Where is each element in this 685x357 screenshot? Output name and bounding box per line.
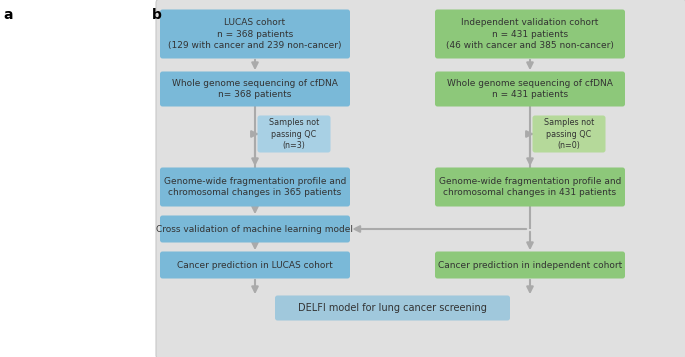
FancyBboxPatch shape: [435, 251, 625, 278]
Text: Genome-wide fragmentation profile and
chromosomal changes in 365 patients: Genome-wide fragmentation profile and ch…: [164, 177, 346, 197]
FancyBboxPatch shape: [435, 71, 625, 106]
FancyBboxPatch shape: [435, 167, 625, 206]
FancyBboxPatch shape: [435, 10, 625, 59]
Text: Samples not
passing QC
(n=3): Samples not passing QC (n=3): [269, 119, 319, 150]
Text: Independent validation cohort
n = 431 patients
(46 with cancer and 385 non-cance: Independent validation cohort n = 431 pa…: [446, 19, 614, 50]
Text: b: b: [152, 8, 162, 22]
FancyBboxPatch shape: [258, 116, 330, 152]
FancyBboxPatch shape: [160, 251, 350, 278]
FancyBboxPatch shape: [532, 116, 606, 152]
Text: Cross validation of machine learning model: Cross validation of machine learning mod…: [156, 225, 353, 233]
Text: Samples not
passing QC
(n=0): Samples not passing QC (n=0): [544, 119, 594, 150]
FancyBboxPatch shape: [160, 10, 350, 59]
FancyBboxPatch shape: [156, 0, 685, 357]
FancyBboxPatch shape: [160, 216, 350, 242]
Text: Genome-wide fragmentation profile and
chromosomal changes in 431 patients: Genome-wide fragmentation profile and ch…: [439, 177, 621, 197]
Text: Whole genome sequencing of cfDNA
n= 368 patients: Whole genome sequencing of cfDNA n= 368 …: [172, 79, 338, 99]
FancyBboxPatch shape: [160, 71, 350, 106]
Text: a: a: [3, 8, 12, 22]
FancyBboxPatch shape: [160, 167, 350, 206]
Text: Cancer prediction in LUCAS cohort: Cancer prediction in LUCAS cohort: [177, 261, 333, 270]
Text: DELFI model for lung cancer screening: DELFI model for lung cancer screening: [298, 303, 487, 313]
FancyBboxPatch shape: [275, 296, 510, 321]
Text: LUCAS cohort
n = 368 patients
(129 with cancer and 239 non-cancer): LUCAS cohort n = 368 patients (129 with …: [169, 19, 342, 50]
Text: Whole genome sequencing of cfDNA
n = 431 patients: Whole genome sequencing of cfDNA n = 431…: [447, 79, 613, 99]
Text: Cancer prediction in independent cohort: Cancer prediction in independent cohort: [438, 261, 622, 270]
